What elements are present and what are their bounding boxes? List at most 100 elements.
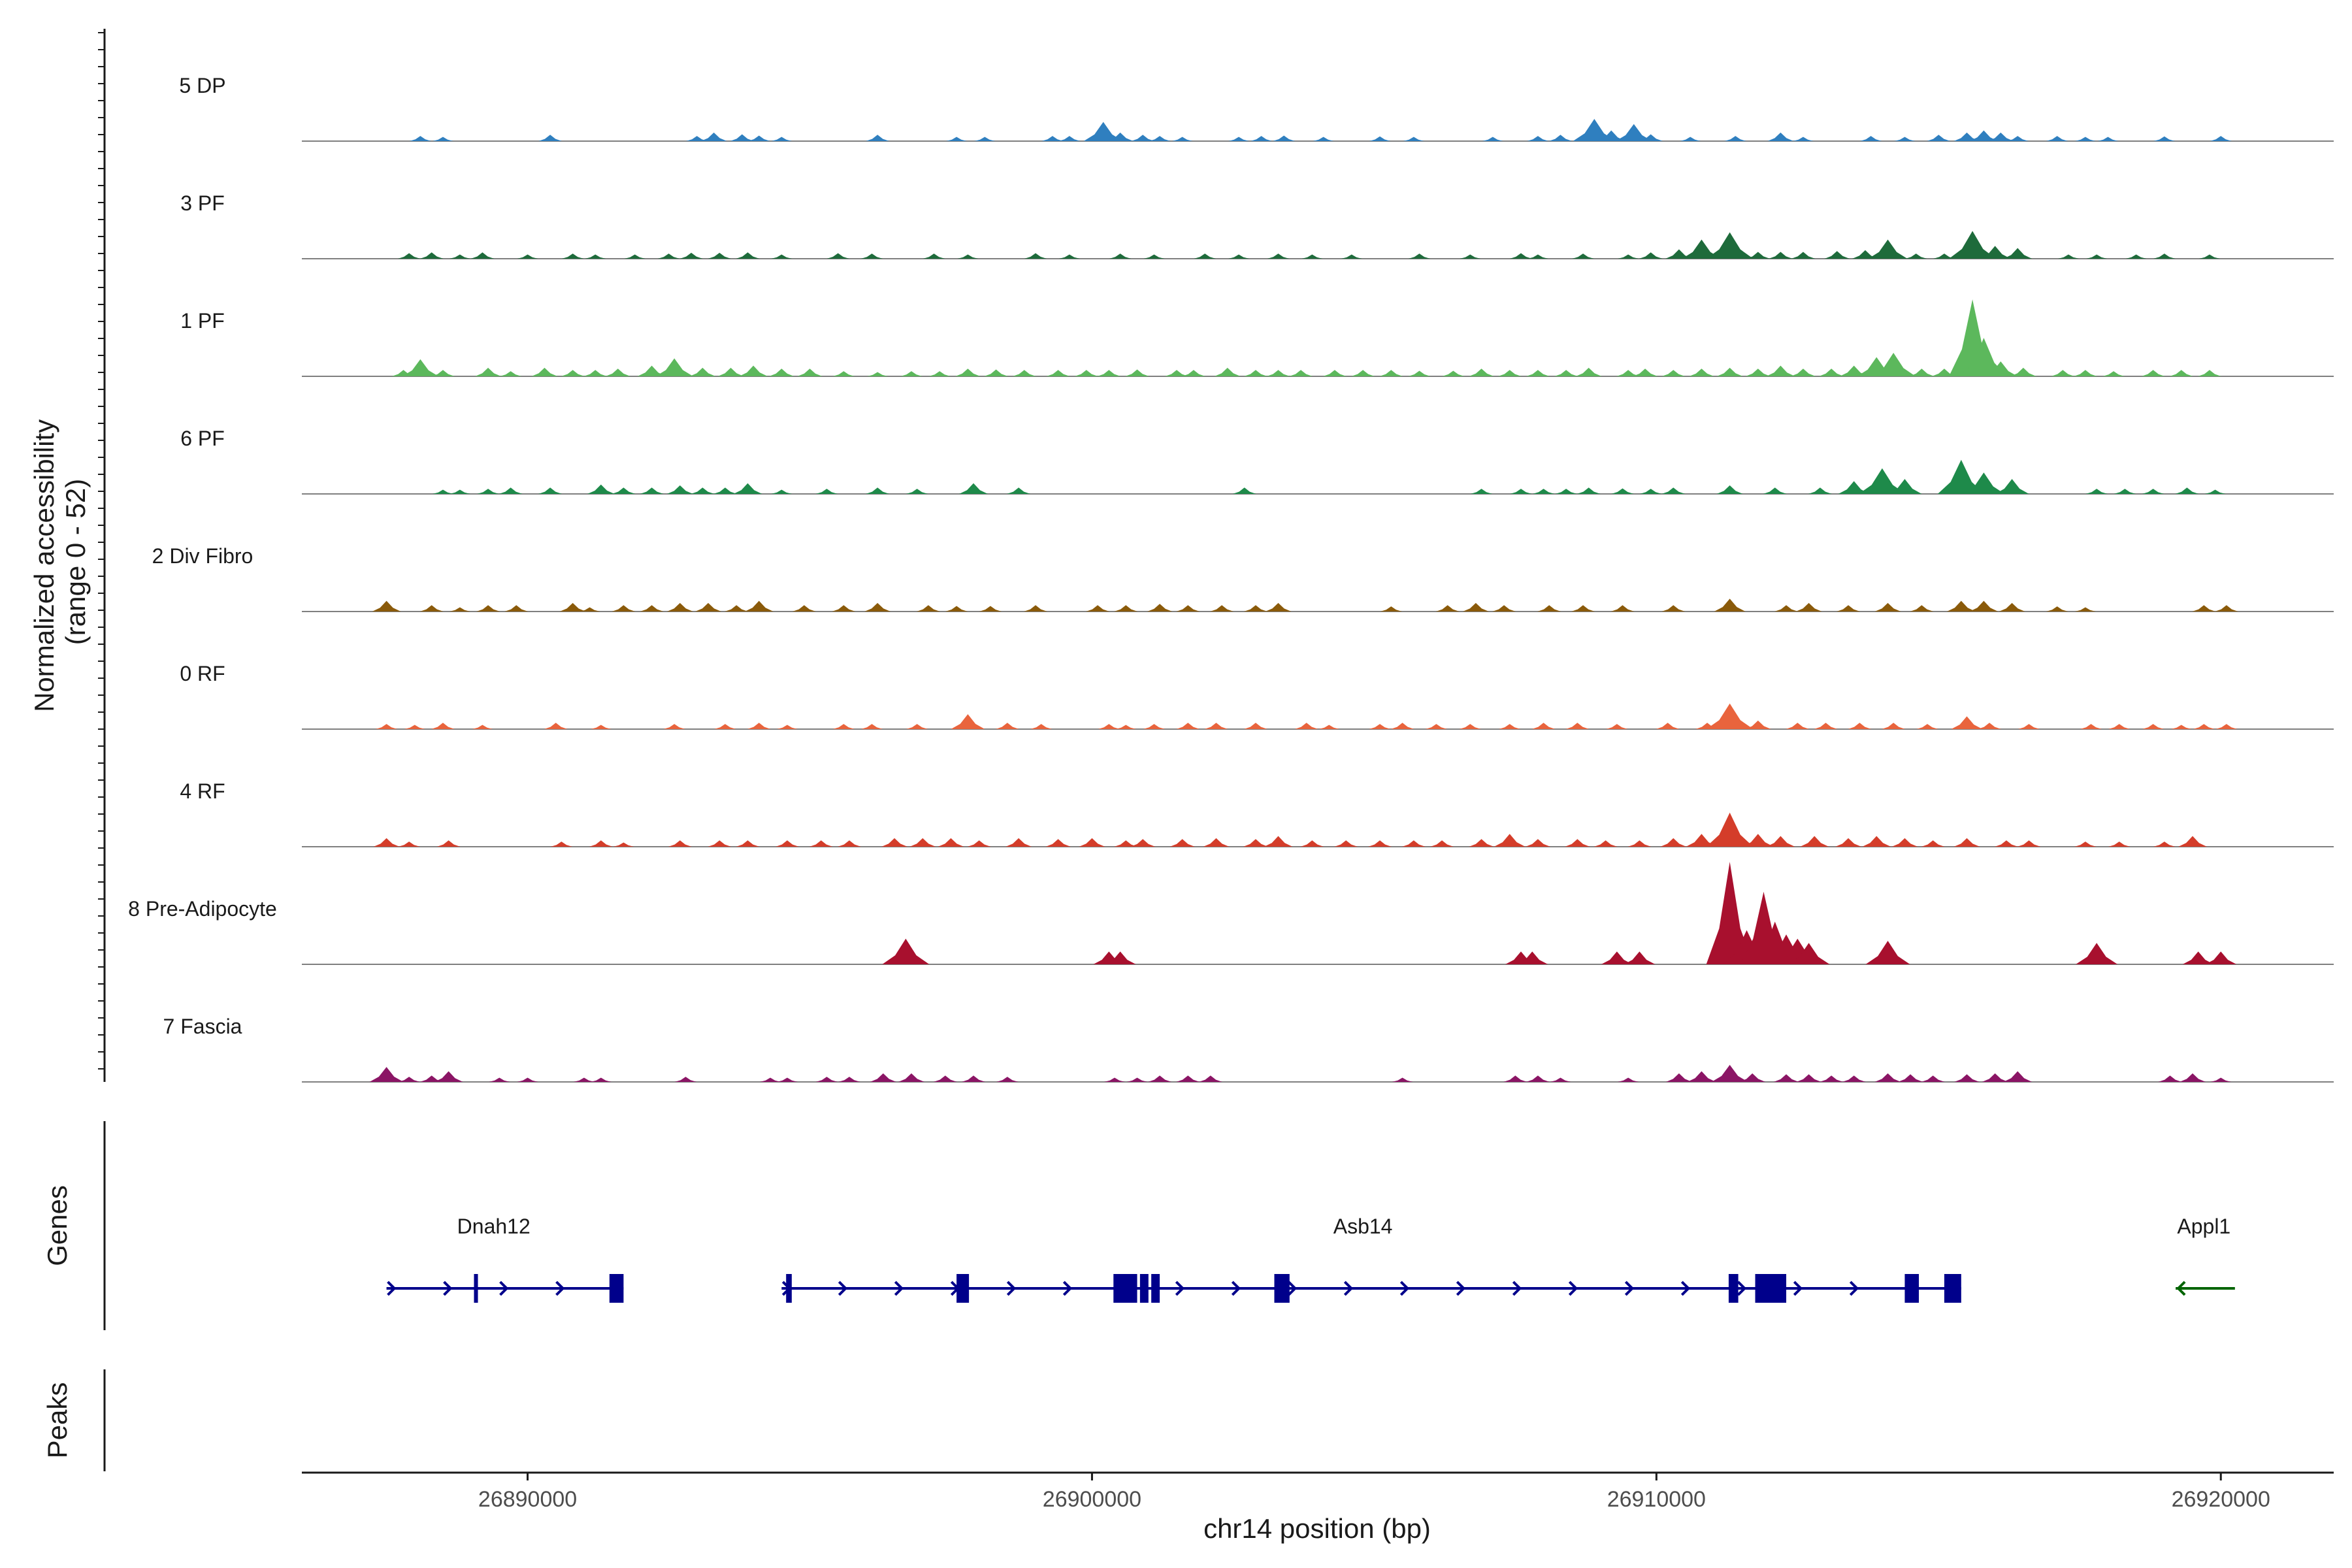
- coverage-peak: [1115, 725, 1137, 729]
- strand-arrow: [1175, 1281, 1185, 1296]
- coverage-peak: [2006, 136, 2029, 141]
- strand-arrow: [499, 1281, 509, 1296]
- coverage-peak: [1665, 1073, 1692, 1082]
- coverage-peak: [1401, 840, 1426, 847]
- track-5-dp: 5 DP: [179, 74, 2334, 142]
- coverage-peak: [1104, 951, 1136, 964]
- coverage-peak: [1978, 723, 2002, 729]
- coverage-peak: [590, 725, 612, 729]
- coverage-peak: [2017, 840, 2041, 847]
- coverage-peak: [1313, 137, 1334, 141]
- coverage-peak: [1555, 489, 1577, 494]
- coverage-peak: [923, 253, 945, 259]
- coverage-peak: [1887, 479, 1922, 494]
- coverage-peak: [906, 489, 928, 494]
- coverage-peak: [561, 370, 585, 376]
- coverage-peak: [1610, 605, 1635, 612]
- coverage-peak: [1380, 606, 1403, 612]
- coverage-peak: [472, 725, 493, 729]
- coverage-peak: [1267, 253, 1290, 259]
- coverage-peak: [1086, 605, 1110, 612]
- coverage-peak: [419, 1075, 444, 1082]
- coverage-peak: [1079, 838, 1105, 847]
- coverage-peak: [1835, 838, 1862, 847]
- coverage-peak: [2197, 370, 2221, 376]
- x-tick-label: 26890000: [478, 1487, 577, 1512]
- coverage-peak: [1550, 1077, 1571, 1082]
- coverage-peak: [369, 1067, 404, 1082]
- coverage-peak: [1946, 600, 1976, 612]
- coverage-peak: [663, 724, 685, 729]
- coverage-peak: [1228, 137, 1250, 141]
- coverage-peak: [1639, 252, 1663, 259]
- coverage-peak: [1953, 132, 1980, 141]
- coverage-peak: [1790, 368, 1816, 376]
- coverage-peak: [397, 253, 421, 259]
- strand-arrow: [838, 1281, 848, 1296]
- track-2-div-fibro: 2 Div Fibro: [152, 544, 2334, 612]
- coverage-peak: [1203, 838, 1230, 847]
- coverage-peak: [1266, 370, 1290, 376]
- coverage-peak: [1618, 254, 1639, 259]
- coverage-peak: [470, 252, 495, 259]
- coverage-peak: [1921, 840, 1945, 847]
- coverage-peak: [585, 254, 606, 259]
- coverage-peak: [870, 1073, 896, 1082]
- coverage-peak: [1838, 481, 1870, 494]
- coverage-peak: [1024, 253, 1047, 259]
- coverage-peak: [1933, 253, 1955, 259]
- coverage-peak: [587, 484, 615, 494]
- coverage-peak: [1469, 368, 1494, 376]
- coverage-peak: [404, 725, 425, 729]
- strand-arrow: [1512, 1281, 1522, 1296]
- coverage-peak: [1176, 605, 1200, 612]
- coverage-peak: [398, 841, 420, 847]
- coverage-peak: [1862, 836, 1891, 847]
- track-label: 0 RF: [180, 662, 225, 685]
- coverage-peak: [1532, 489, 1555, 494]
- coverage-peak: [1148, 1075, 1172, 1082]
- coverage-peak: [1575, 367, 1602, 376]
- coverage-peak: [613, 842, 634, 847]
- coverage-peak: [1571, 605, 1595, 612]
- coverage-peak: [1916, 724, 1938, 729]
- coverage-peak: [1995, 479, 2029, 494]
- coverage-peak: [1498, 724, 1521, 729]
- coverage-peak: [1005, 838, 1032, 847]
- coverage-peak: [1820, 1075, 1844, 1082]
- strand-arrow: [1456, 1281, 1466, 1296]
- coverage-peak: [1169, 839, 1195, 847]
- coverage-peak: [860, 253, 883, 259]
- coverage-peak: [1228, 254, 1250, 259]
- coverage-peak: [739, 365, 768, 376]
- coverage-peak: [957, 254, 979, 259]
- gene-exon: [1755, 1274, 1787, 1303]
- coverage-peak: [955, 368, 981, 376]
- coverage-peak: [561, 253, 584, 259]
- peaks-panel-label: Peaks: [42, 1382, 73, 1459]
- coverage-peak: [1527, 254, 1548, 259]
- coverage-peak: [1593, 840, 1618, 847]
- coverage-peak: [695, 602, 721, 612]
- coverage-peak: [882, 938, 930, 964]
- coverage-peak: [881, 838, 908, 847]
- coverage-peak: [1724, 136, 1747, 141]
- coverage-peak: [962, 1075, 986, 1082]
- coverage-peak: [432, 489, 453, 494]
- coverage-peak: [2210, 136, 2232, 141]
- coverage-peak: [974, 137, 996, 141]
- coverage-peak: [1763, 487, 1787, 494]
- coverage-peak: [1982, 1073, 2008, 1082]
- coverage-peak: [1791, 252, 1816, 259]
- coverage-peak: [1894, 137, 1916, 141]
- gene-label: Asb14: [1333, 1215, 1393, 1238]
- coverage-peak: [432, 137, 453, 141]
- coverage-peak: [1214, 367, 1241, 376]
- coverage-peak: [1149, 136, 1171, 141]
- coverage-peak: [946, 137, 968, 141]
- coverage-peak: [1687, 1071, 1716, 1082]
- track-label: 2 Div Fibro: [152, 544, 253, 568]
- coverage-peak: [1859, 136, 1882, 141]
- coverage-peak: [449, 607, 470, 612]
